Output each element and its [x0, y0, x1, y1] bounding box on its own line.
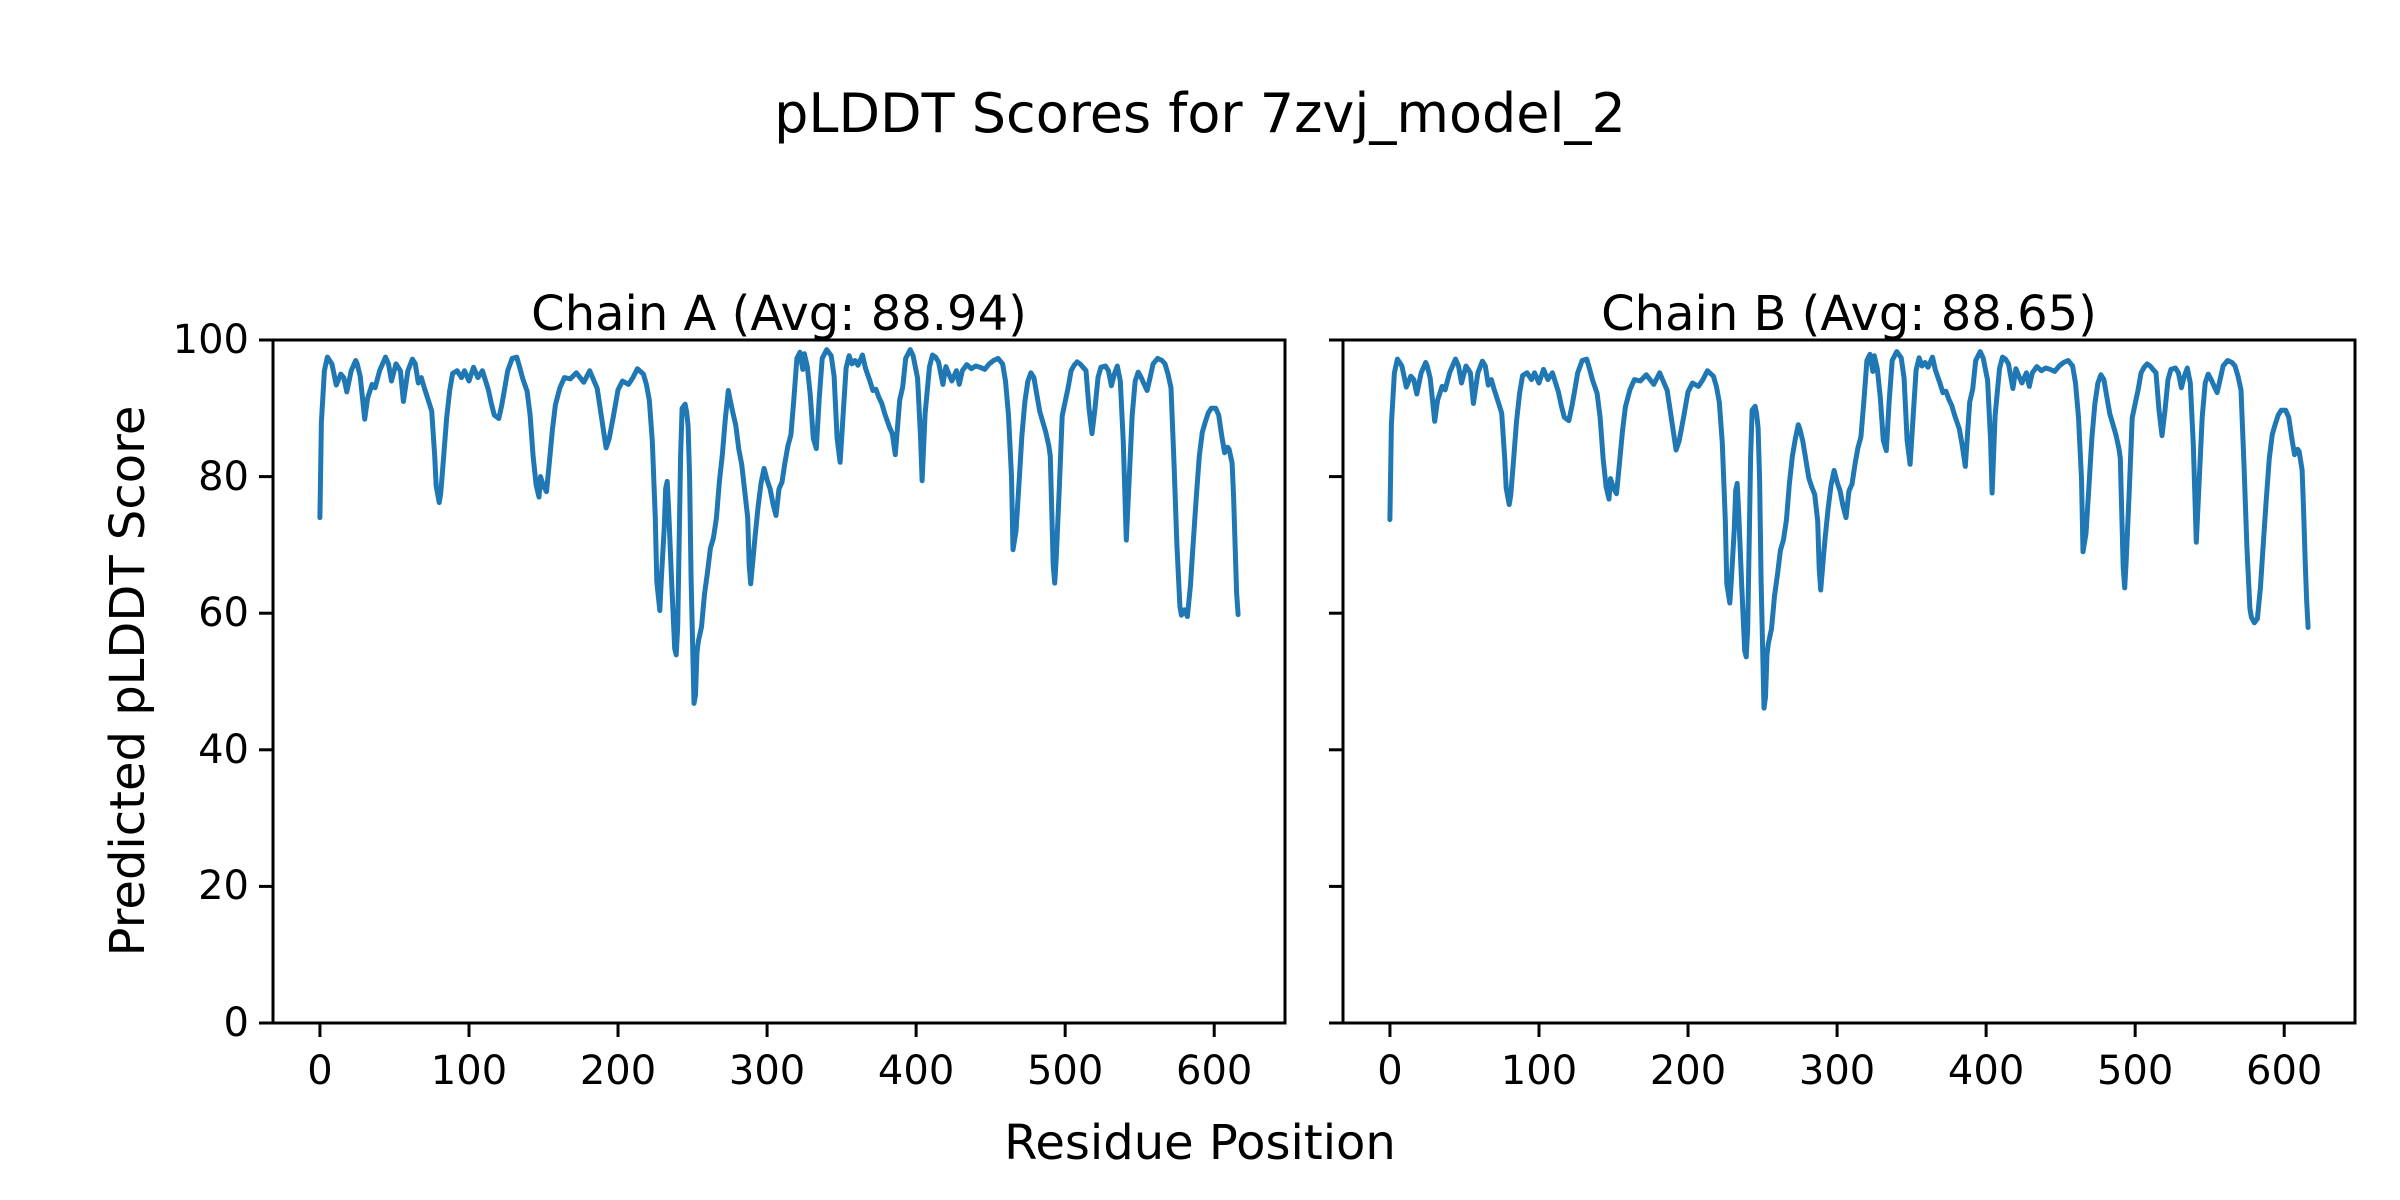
x-tick-label: 500	[2096, 1048, 2174, 1094]
y-tick-label: 40	[198, 726, 249, 773]
figure-title: pLDDT Scores for 7zvj_model_2	[774, 82, 1626, 145]
y-tick-label: 20	[198, 863, 249, 910]
x-tick-label: 100	[430, 1048, 508, 1094]
x-tick-label: 600	[1176, 1048, 1253, 1094]
x-tick-label: 400	[877, 1048, 955, 1094]
x-tick-label: 100	[1500, 1048, 1578, 1094]
y-tick-label: 80	[198, 453, 249, 500]
x-tick-label: 200	[1649, 1048, 1727, 1094]
x-tick-label: 300	[1798, 1048, 1876, 1094]
plddt-line-chain-A	[317, 347, 1241, 706]
x-tick-label: 400	[1947, 1048, 2025, 1094]
axes-frame-chain-B	[1341, 338, 2357, 1025]
x-tick-label: 300	[728, 1048, 806, 1094]
y-tick-label: 100	[172, 317, 249, 363]
y-tick-label: 0	[223, 1000, 249, 1046]
x-tick-label: 500	[1026, 1048, 1104, 1094]
plddt-line-chain-B	[1387, 349, 2311, 711]
x-axis-label: Residue Position	[1004, 1115, 1396, 1171]
x-tick-label: 600	[2246, 1048, 2323, 1094]
x-tick-label: 0	[1377, 1048, 1403, 1094]
chain-b-subplot-title: Chain B (Avg: 88.65)	[1601, 286, 2097, 342]
axes-frame-chain-A	[271, 338, 1287, 1025]
y-tick-label: 60	[198, 590, 249, 637]
x-tick-label: 0	[307, 1048, 333, 1094]
x-tick-label: 200	[579, 1048, 657, 1094]
chain-a-subplot-title: Chain A (Avg: 88.94)	[531, 286, 1027, 342]
